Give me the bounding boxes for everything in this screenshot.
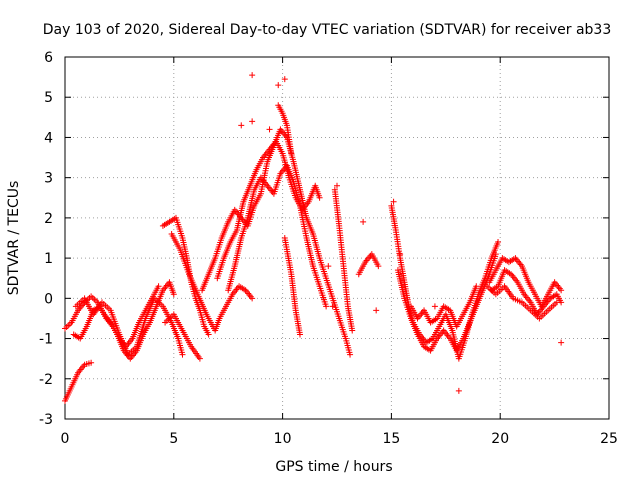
data-point	[347, 351, 354, 358]
data-point	[360, 218, 367, 225]
data-point	[323, 303, 330, 310]
data-point	[334, 182, 340, 189]
chart-title: Day 103 of 2020, Sidereal Day-to-day VTE…	[43, 22, 612, 38]
data-point	[495, 239, 502, 246]
x-axis-label: GPS time / hours	[275, 459, 392, 475]
data-point	[492, 251, 499, 258]
data-point	[397, 251, 404, 258]
data-point	[349, 327, 356, 334]
y-tick-label: 6	[44, 50, 53, 66]
data-point	[297, 331, 304, 338]
x-tick-label: 25	[600, 431, 618, 447]
data-point	[455, 387, 462, 394]
y-tick-label: -3	[39, 412, 53, 428]
y-tick-label: 2	[44, 211, 53, 227]
grid-lines	[65, 57, 609, 419]
data-point	[88, 359, 95, 366]
y-tick-label: 5	[44, 90, 53, 106]
data-point	[431, 303, 438, 310]
data-points	[62, 72, 565, 404]
x-tick-label: 10	[274, 431, 292, 447]
data-point	[558, 287, 565, 294]
y-tick-label: 1	[44, 251, 53, 267]
tick-labels: 0 5 10 15 20 25 -3 -2 -1 0 1 2 3 4 5 6	[39, 50, 618, 447]
data-point	[238, 122, 245, 129]
data-point	[275, 82, 282, 89]
data-point	[373, 307, 380, 314]
data-point	[553, 299, 560, 306]
data-point	[249, 72, 256, 79]
y-tick-label: 4	[44, 130, 53, 146]
y-axis-label: SDTVAR / TECUs	[6, 181, 22, 296]
x-tick-label: 20	[491, 431, 509, 447]
data-point	[196, 355, 203, 362]
x-tick-label: 0	[61, 431, 70, 447]
data-point	[249, 295, 256, 302]
data-point	[473, 283, 480, 290]
y-tick-label: -2	[39, 372, 53, 388]
data-point	[288, 150, 295, 157]
data-point	[325, 263, 332, 270]
data-point	[266, 126, 273, 133]
data-point	[329, 303, 336, 310]
x-tick-label: 15	[382, 431, 400, 447]
data-point	[558, 339, 565, 346]
axis-ticks	[64, 56, 610, 420]
data-point	[375, 263, 382, 270]
data-point	[179, 351, 186, 358]
plot-frame	[64, 56, 610, 420]
data-point	[249, 118, 256, 125]
data-point	[390, 198, 397, 205]
data-point	[170, 291, 177, 298]
data-point	[281, 76, 288, 83]
data-point	[155, 283, 162, 290]
data-point	[205, 331, 212, 338]
y-tick-label: -1	[39, 332, 53, 348]
data-point	[316, 194, 323, 201]
x-tick-label: 5	[169, 431, 178, 447]
y-tick-label: 3	[44, 171, 53, 187]
y-tick-label: 0	[44, 291, 53, 307]
